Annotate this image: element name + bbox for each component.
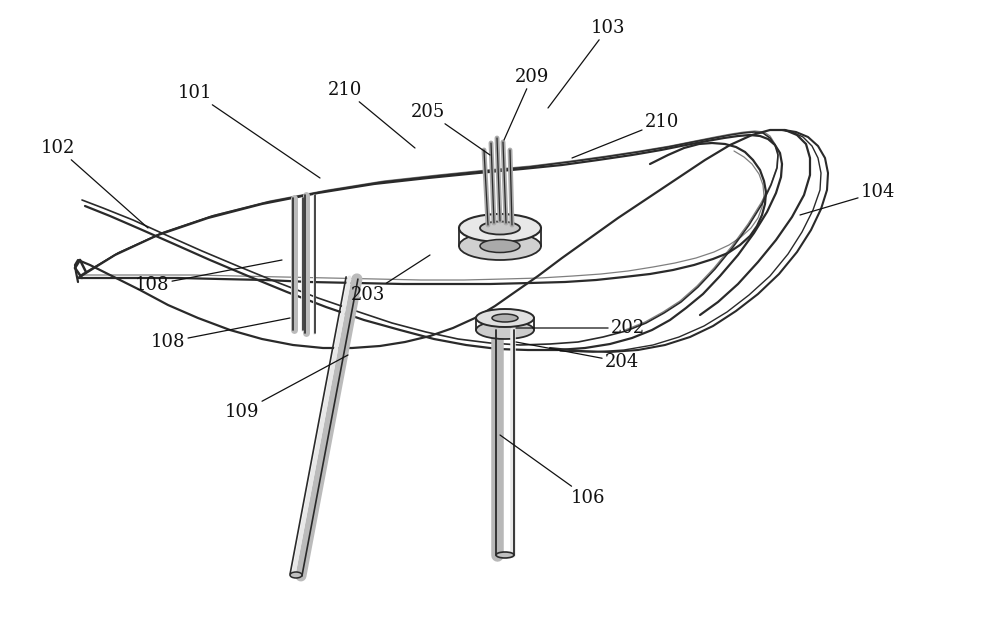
Text: 101: 101 [178,84,320,178]
Ellipse shape [480,240,520,252]
Text: 106: 106 [500,435,605,507]
Ellipse shape [476,309,534,327]
Text: 203: 203 [351,255,430,304]
Ellipse shape [459,232,541,260]
Text: 204: 204 [516,342,639,371]
Text: 104: 104 [800,183,895,215]
Text: 102: 102 [41,139,148,228]
Text: 209: 209 [504,68,549,140]
Text: 108: 108 [135,260,282,294]
Text: 210: 210 [328,81,415,148]
Text: 103: 103 [548,19,625,108]
Text: 108: 108 [151,318,290,351]
Ellipse shape [476,321,534,339]
Ellipse shape [459,214,541,242]
Ellipse shape [492,314,518,322]
Ellipse shape [480,222,520,235]
Text: 205: 205 [411,103,490,155]
Ellipse shape [290,572,302,578]
Text: 109: 109 [225,355,348,421]
Ellipse shape [496,552,514,558]
Text: 202: 202 [516,319,645,337]
Text: 210: 210 [572,113,679,158]
